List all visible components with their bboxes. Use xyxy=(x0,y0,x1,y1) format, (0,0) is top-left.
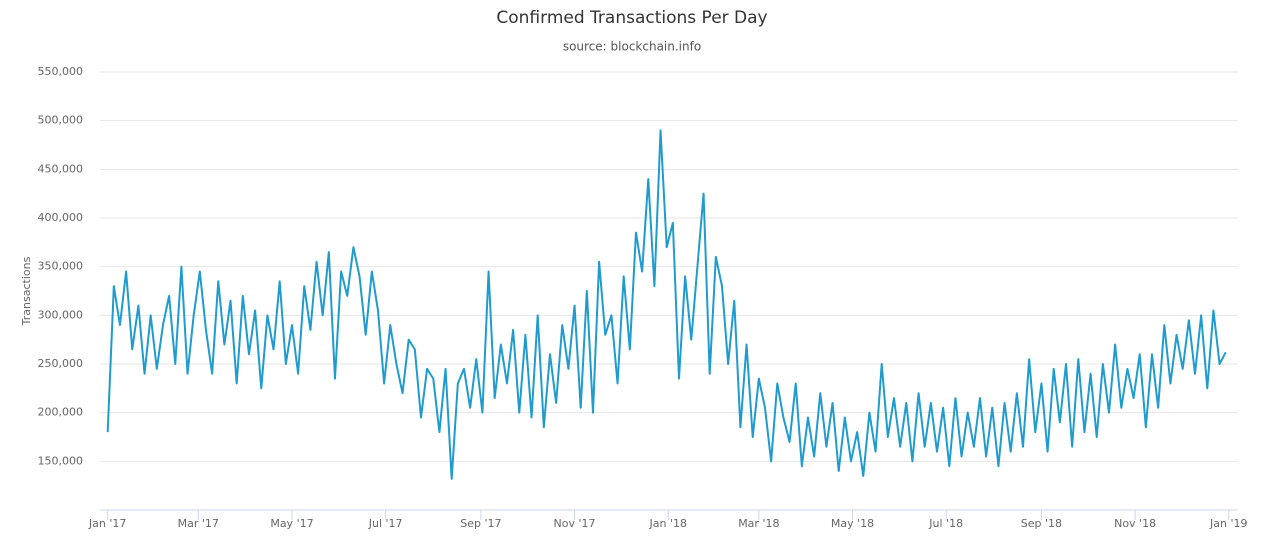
x-tick-label: May '17 xyxy=(270,517,313,530)
y-tick-label: 250,000 xyxy=(38,357,84,370)
x-tick-label: Sep '18 xyxy=(1021,517,1062,530)
y-tick-label: 550,000 xyxy=(38,65,84,78)
x-tick-label: May '18 xyxy=(831,517,874,530)
y-tick-label: 350,000 xyxy=(38,260,84,273)
x-tick-label: Nov '18 xyxy=(1114,517,1156,530)
y-tick-label: 150,000 xyxy=(38,454,84,467)
y-tick-label: 450,000 xyxy=(38,162,84,175)
y-tick-label: 400,000 xyxy=(38,211,84,224)
chart-title: Confirmed Transactions Per Day xyxy=(496,8,767,28)
y-tick-label: 500,000 xyxy=(38,114,84,127)
x-tick-label: Jul '17 xyxy=(368,517,403,530)
x-tick-label: Jan '18 xyxy=(648,517,686,530)
x-tick-label: Nov '17 xyxy=(554,517,596,530)
data-line xyxy=(106,129,1227,480)
x-tick-label: Mar '17 xyxy=(178,517,219,530)
chart-subtitle: source: blockchain.info xyxy=(563,40,701,54)
x-tick-label: Jan '17 xyxy=(88,517,126,530)
y-tick-label: 200,000 xyxy=(38,406,84,419)
x-tick-label: Jul '18 xyxy=(928,517,963,530)
x-tick-label: Jan '19 xyxy=(1209,517,1247,530)
x-tick-label: Mar '18 xyxy=(738,517,779,530)
x-tick-label: Sep '17 xyxy=(460,517,501,530)
y-axis-label: Transactions xyxy=(20,256,33,326)
y-tick-label: 300,000 xyxy=(38,308,84,321)
